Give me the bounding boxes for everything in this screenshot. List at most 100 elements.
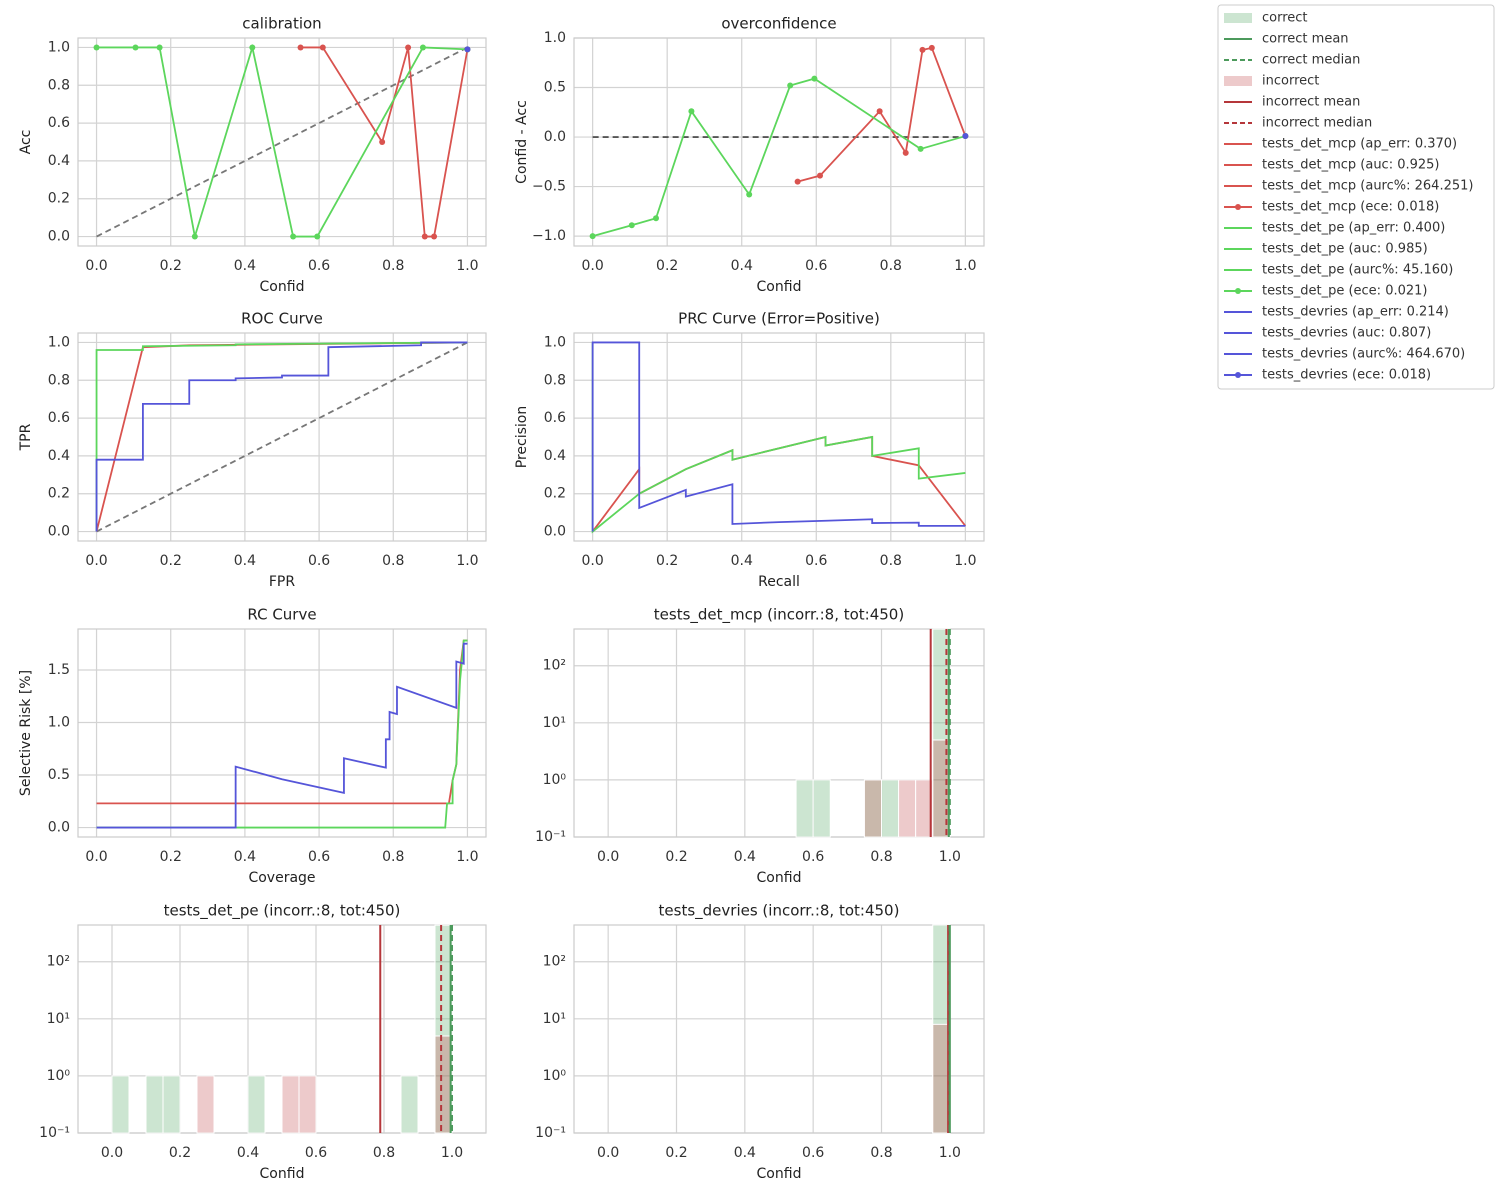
legend-label: correct mean xyxy=(1262,32,1349,47)
subplot-title: tests_det_mcp (incorr.:8, tot:450) xyxy=(654,606,904,625)
x-tick-label: 0.6 xyxy=(308,553,330,569)
y-tick-label: 0.4 xyxy=(48,448,70,464)
legend-label: tests_devries (aurc%: 464.670) xyxy=(1262,347,1465,362)
y-axis-label: Confid - Acc xyxy=(514,100,530,184)
hist-bar xyxy=(247,1075,266,1134)
y-tick-label: 0.8 xyxy=(48,372,70,388)
x-tick-label: 1.0 xyxy=(456,553,478,569)
y-tick-label: 10⁻¹ xyxy=(535,1125,566,1141)
hist-bar xyxy=(298,1075,317,1134)
subplot-title: overconfidence xyxy=(721,15,836,33)
y-tick-label: 0.5 xyxy=(48,767,70,783)
y-tick-label: 10¹ xyxy=(543,1011,566,1027)
y-tick-label: 1.0 xyxy=(48,714,70,730)
series-line xyxy=(96,642,468,829)
legend-label: tests_devries (ap_err: 0.214) xyxy=(1262,305,1449,320)
x-tick-label: 1.0 xyxy=(456,258,478,274)
series-line xyxy=(592,77,966,237)
x-tick-label: 0.2 xyxy=(656,553,678,569)
x-tick-label: 1.0 xyxy=(954,553,976,569)
subplot-title: ROC Curve xyxy=(241,310,323,328)
x-tick-label: 0.6 xyxy=(308,258,330,274)
legend-label: tests_devries (ece: 0.018) xyxy=(1262,368,1431,383)
x-tick-label: 0.0 xyxy=(85,258,107,274)
series-line xyxy=(96,46,468,238)
y-tick-label: 10¹ xyxy=(47,1011,70,1027)
x-axis-label: Confid xyxy=(757,279,802,295)
y-tick-label: 1.0 xyxy=(48,334,70,350)
y-axis-label: TPR xyxy=(18,423,34,451)
y-tick-label: 10⁰ xyxy=(47,1068,71,1084)
legend-label: tests_det_pe (auc: 0.985) xyxy=(1262,242,1428,257)
point xyxy=(314,233,321,240)
subplot: 0.0 0.2 0.4 0.6 0.8 1.0 0.0 0.2 0.4 0.6 0.8 1.0 ROC … xyxy=(18,310,487,590)
x-tick-label: 0.4 xyxy=(731,553,753,569)
y-tick-label: 10² xyxy=(47,954,70,970)
x-tick-label: 0.6 xyxy=(308,849,330,865)
legend-label: tests_det_pe (aurc%: 45.160) xyxy=(1262,263,1453,278)
hist-bar xyxy=(400,1075,419,1134)
x-tick-label: 0.4 xyxy=(234,849,256,865)
x-tick-label: 0.8 xyxy=(373,1145,395,1161)
point xyxy=(319,44,326,51)
y-tick-label: 0.8 xyxy=(544,372,566,388)
y-tick-label: 10⁻¹ xyxy=(39,1125,70,1141)
y-tick-label: 10¹ xyxy=(543,715,566,731)
x-tick-label: 0.2 xyxy=(160,553,182,569)
x-tick-label: 0.2 xyxy=(169,1145,191,1161)
y-tick-label: 0.0 xyxy=(48,524,70,540)
point xyxy=(191,233,198,240)
y-tick-label: 0.2 xyxy=(544,486,566,502)
point xyxy=(132,44,139,51)
x-tick-label: 0.8 xyxy=(870,1145,892,1161)
legend-label: incorrect median xyxy=(1262,116,1372,131)
y-tick-label: 0.4 xyxy=(544,448,566,464)
y-tick-label: 0.2 xyxy=(48,191,70,207)
y-tick-label: −1.0 xyxy=(532,228,566,244)
legend-label: incorrect xyxy=(1262,74,1319,89)
subplot-title: tests_devries (incorr.:8, tot:450) xyxy=(659,902,900,921)
legend-label: tests_det_pe (ece: 0.021) xyxy=(1262,284,1427,299)
legend-marker xyxy=(1235,204,1241,210)
legend-label: correct median xyxy=(1262,53,1360,68)
x-tick-label: 1.0 xyxy=(954,258,976,274)
axes-frame xyxy=(77,332,487,542)
y-tick-label: 0.6 xyxy=(48,410,70,426)
x-tick-label: 0.0 xyxy=(597,849,619,865)
x-tick-label: 0.2 xyxy=(160,258,182,274)
x-tick-label: 0.2 xyxy=(656,258,678,274)
point xyxy=(464,46,471,53)
legend-label: incorrect mean xyxy=(1262,95,1360,110)
x-tick-label: 0.6 xyxy=(305,1145,327,1161)
axes-frame xyxy=(77,628,487,838)
x-tick-label: 1.0 xyxy=(441,1145,463,1161)
axes-frame xyxy=(77,37,487,247)
hist-bar xyxy=(145,1075,164,1134)
subplot: 0.0 0.2 0.4 0.6 0.8 1.0 0.0 0.5 1.0 1.5 RC Curve Co… xyxy=(18,606,487,886)
legend-marker xyxy=(1235,372,1241,378)
y-tick-label: 0.0 xyxy=(544,129,566,145)
subplot: 0.0 0.2 0.4 0.6 0.8 1.0 0.0 0.2 0.4 0.6 0.8 1.0 cali… xyxy=(18,15,487,295)
x-axis-label: FPR xyxy=(269,574,295,590)
x-tick-label: 0.2 xyxy=(665,849,687,865)
point xyxy=(928,44,935,51)
point xyxy=(379,139,386,145)
x-tick-label: 0.8 xyxy=(382,258,404,274)
x-tick-label: 0.4 xyxy=(731,258,753,274)
y-tick-label: 0.6 xyxy=(544,410,566,426)
legend: correct correct mean correct median incorre… xyxy=(1217,4,1495,390)
point xyxy=(156,44,163,51)
point xyxy=(811,75,818,82)
y-tick-label: 10² xyxy=(543,954,566,970)
hist-bar xyxy=(111,1075,130,1134)
point xyxy=(902,149,909,156)
subplot-title: calibration xyxy=(242,15,321,33)
x-tick-label: 0.4 xyxy=(237,1145,259,1161)
y-axis-label: Acc xyxy=(18,130,34,155)
point xyxy=(919,46,926,53)
legend-label: correct xyxy=(1262,11,1308,26)
series-line xyxy=(95,341,468,532)
y-tick-label: 0.2 xyxy=(48,486,70,502)
legend-label: tests_det_mcp (auc: 0.925) xyxy=(1262,158,1440,173)
